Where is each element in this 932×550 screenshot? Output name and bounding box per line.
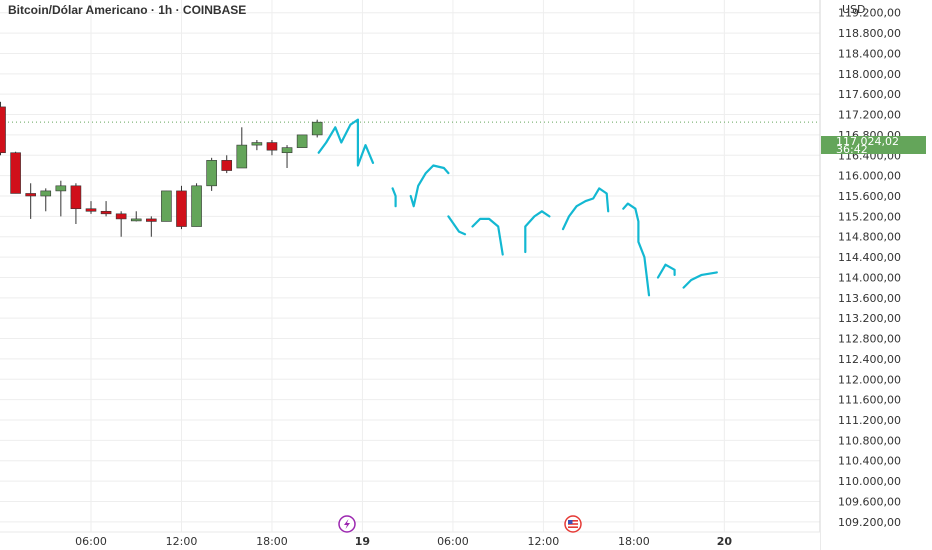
candle-body-down [25, 193, 36, 197]
candle [146, 216, 157, 237]
candle-body-down [115, 213, 127, 220]
price-tick-label: 119.200,00 [838, 7, 901, 20]
candle [221, 155, 233, 174]
price-tick-label: 114.400,00 [838, 251, 901, 264]
us-flag-icon[interactable] [564, 515, 582, 533]
price-tick-label: 115.600,00 [838, 190, 901, 203]
candle-body-up [191, 185, 202, 227]
price-tick-label: 111.200,00 [838, 414, 901, 427]
price-tick-label: 118.000,00 [838, 68, 901, 81]
price-tick-label: 113.600,00 [838, 292, 901, 305]
candle-body-down [100, 210, 112, 215]
price-tick-label: 110.800,00 [838, 434, 901, 447]
candle [236, 127, 248, 169]
candle [85, 201, 97, 214]
candle [130, 211, 142, 222]
time-axis-labels: 06:00 12:00 18:00 19 06:00 12:00 18:00 20 [75, 535, 732, 548]
price-tick-label: 112.000,00 [838, 373, 901, 386]
price-tick-label: 116.000,00 [838, 170, 901, 183]
current-price-value: 117.024,02 [836, 135, 899, 148]
candle [296, 134, 308, 148]
price-tick-label: 115.200,00 [838, 210, 901, 223]
freehand-drawing[interactable] [317, 118, 718, 297]
grid-lines [0, 0, 820, 532]
price-tick-label: 113.200,00 [838, 312, 901, 325]
candle [100, 201, 112, 217]
candle [206, 157, 217, 191]
price-tick-label: 117.200,00 [838, 109, 901, 122]
price-tick-label: 112.400,00 [838, 353, 901, 366]
time-tick-label: 20 [717, 535, 733, 548]
candle-body-up [311, 121, 323, 136]
candle [10, 151, 21, 194]
price-tick-label: 117.600,00 [838, 88, 901, 101]
candle-body-down [221, 160, 233, 171]
candle [115, 211, 127, 237]
candle-body-down [266, 142, 278, 151]
price-tick-label: 112.800,00 [838, 333, 901, 346]
candle-body-down [146, 218, 157, 222]
candle [0, 101, 6, 156]
time-tick-label: 12:00 [528, 535, 560, 548]
candle-body-down [70, 185, 82, 210]
candle [266, 140, 278, 156]
candle-body-down [10, 152, 21, 194]
lightning-icon[interactable] [338, 515, 356, 533]
candle-body-up [281, 147, 293, 154]
drawing-stroke [317, 118, 718, 297]
candle [40, 188, 52, 212]
price-tick-label: 118.400,00 [838, 47, 901, 60]
price-scale-panel[interactable] [820, 0, 932, 550]
price-tick-label: 118.800,00 [838, 27, 901, 40]
candle-body-up [206, 160, 217, 187]
time-tick-label: 18:00 [256, 535, 288, 548]
price-tick-label: 114.800,00 [838, 231, 901, 244]
current-price-tag: 117.024,02 36:42 [821, 135, 926, 156]
candlestick-series [0, 101, 323, 237]
time-tick-label: 12:00 [166, 535, 198, 548]
candle-body-up [130, 218, 142, 222]
price-tick-label: 110.000,00 [838, 475, 901, 488]
time-tick-label: 06:00 [75, 535, 107, 548]
time-tick-label: 19 [355, 535, 370, 548]
candle-body-up [55, 185, 67, 192]
candle [70, 183, 82, 224]
price-tick-label: 111.600,00 [838, 394, 901, 407]
candle-body-down [176, 190, 187, 227]
candle-body-down [0, 106, 6, 154]
candle [251, 140, 263, 151]
price-tick-label: 114.000,00 [838, 271, 901, 284]
candle-body-up [40, 190, 52, 197]
time-axis[interactable] [0, 532, 820, 550]
candle [281, 145, 293, 168]
candle [55, 180, 67, 217]
currency-label: USD [842, 3, 866, 16]
bar-countdown: 36:42 [836, 143, 868, 156]
time-tick-label: 18:00 [618, 535, 650, 548]
price-tick-label: 110.400,00 [838, 455, 901, 468]
chart-title: Bitcoin/Dólar Americano · 1h · COINBASE [8, 3, 246, 17]
candle [191, 183, 202, 227]
time-tick-label: 06:00 [437, 535, 469, 548]
candle [25, 183, 36, 219]
price-tick-label: 109.200,00 [838, 516, 901, 529]
candle [311, 119, 323, 138]
candle [176, 185, 187, 230]
price-tick-label: 109.600,00 [838, 495, 901, 508]
candle [161, 190, 172, 222]
candle-body-up [161, 190, 172, 222]
candle-body-down [85, 208, 97, 212]
candle-body-up [296, 134, 308, 148]
candle-body-up [236, 144, 248, 169]
candle-body-up [251, 142, 263, 146]
price-axis-labels: 109.200,00 109.600,00 110.000,00 110.400,00… [838, 7, 901, 529]
